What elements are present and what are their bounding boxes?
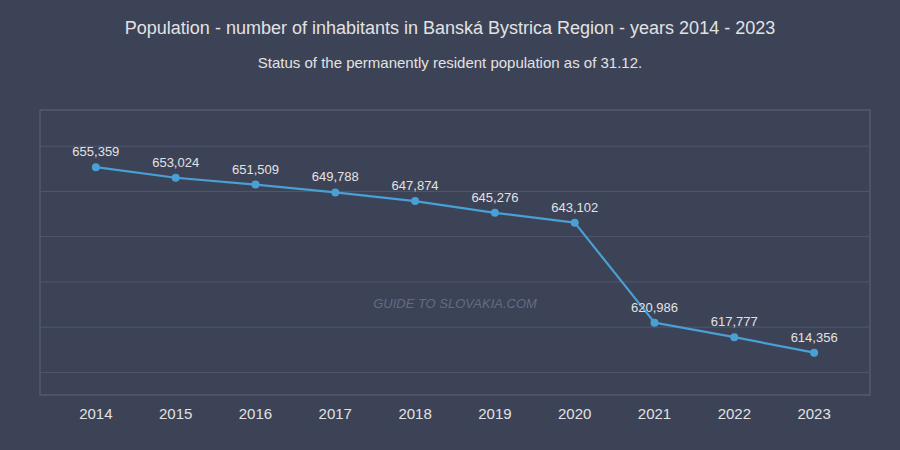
x-tick-label: 2021 bbox=[638, 405, 671, 422]
x-tick-label: 2015 bbox=[159, 405, 192, 422]
x-tick-label: 2020 bbox=[558, 405, 591, 422]
grid-line bbox=[40, 372, 870, 373]
x-tick-label: 2018 bbox=[398, 405, 431, 422]
point bbox=[251, 181, 259, 189]
line bbox=[96, 167, 814, 352]
data-label: 649,788 bbox=[312, 169, 359, 184]
subtitle: Status of the permanently resident popul… bbox=[258, 54, 642, 71]
data-label: 655,359 bbox=[72, 144, 119, 159]
x-tick-label: 2016 bbox=[239, 405, 272, 422]
x-tick-label: 2022 bbox=[718, 405, 751, 422]
x-tick-label: 2014 bbox=[79, 405, 112, 422]
point bbox=[331, 188, 339, 196]
plot-frame bbox=[40, 110, 870, 395]
point bbox=[411, 197, 419, 205]
point bbox=[92, 163, 100, 171]
data-label: 645,276 bbox=[471, 190, 518, 205]
grid-line bbox=[40, 236, 870, 237]
point bbox=[651, 319, 659, 327]
point bbox=[810, 349, 818, 357]
chart-svg: Population - number of inhabitants in Ba… bbox=[0, 0, 900, 450]
title: Population - number of inhabitants in Ba… bbox=[125, 18, 775, 38]
point bbox=[491, 209, 499, 217]
grid-line bbox=[40, 281, 870, 282]
grid-line bbox=[40, 191, 870, 192]
data-label: 653,024 bbox=[152, 155, 199, 170]
grid-line bbox=[40, 146, 870, 147]
data-label: 620,986 bbox=[631, 300, 678, 315]
point bbox=[571, 219, 579, 227]
data-label: 614,356 bbox=[791, 330, 838, 345]
point bbox=[730, 333, 738, 341]
x-tick-label: 2019 bbox=[478, 405, 511, 422]
data-label: 643,102 bbox=[551, 200, 598, 215]
chart-container: Population - number of inhabitants in Ba… bbox=[0, 0, 900, 450]
data-label: 617,777 bbox=[711, 314, 758, 329]
data-label: 647,874 bbox=[392, 178, 439, 193]
data-label: 651,509 bbox=[232, 162, 279, 177]
watermark: GUIDE TO SLOVAKIA.COM bbox=[373, 296, 537, 311]
point bbox=[172, 174, 180, 182]
x-tick-label: 2023 bbox=[797, 405, 830, 422]
x-tick-label: 2017 bbox=[319, 405, 352, 422]
data-group bbox=[92, 163, 818, 356]
background bbox=[0, 0, 900, 450]
